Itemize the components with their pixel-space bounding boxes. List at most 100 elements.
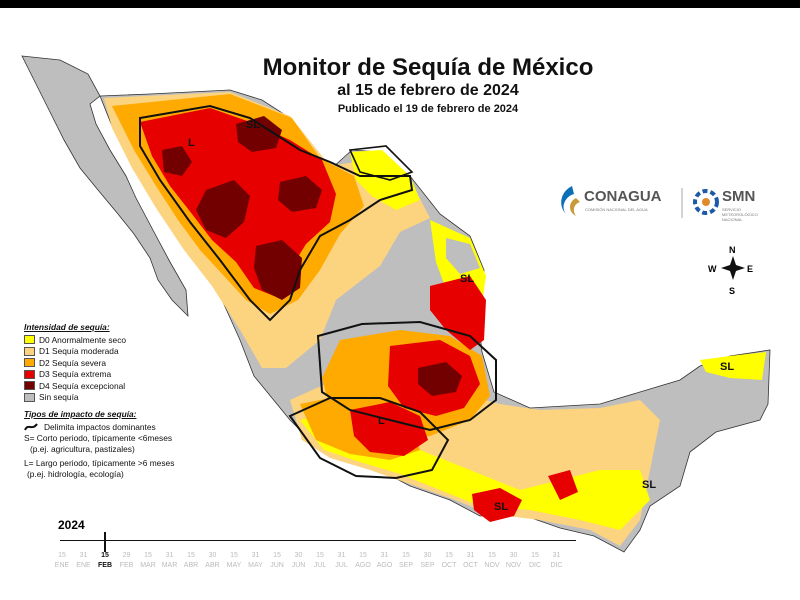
timeline-day-label: 15: [187, 552, 195, 559]
legend-label: D4 Sequía excepcional: [39, 380, 126, 391]
timeline-month-label: NOV: [484, 562, 500, 569]
smn-logo-subtext: SERVICIO METEOROLÓGICO NACIONAL: [722, 207, 758, 222]
timeline-month-label: MAR: [161, 562, 178, 569]
d3-zone-northeast: [430, 276, 486, 350]
map-title: Monitor de Sequía de México: [262, 54, 594, 81]
timeline-day-label: 15: [101, 552, 109, 559]
timeline-day-label: 15: [531, 552, 539, 559]
timeline-day-label: 15: [58, 552, 66, 559]
impact-header: Tipos de impacto de sequía:: [24, 409, 137, 419]
timeline-day-label: 30: [423, 552, 432, 559]
timeline-month-label: ENE: [54, 562, 70, 569]
timeline-marker: [104, 532, 106, 552]
timeline-day-label: 15: [402, 552, 410, 559]
legend-label: Sin sequía: [39, 392, 79, 403]
timeline-month-label: DIC: [550, 562, 563, 569]
d4-zone-sonora: [196, 180, 250, 238]
timeline-day-label: 15: [445, 552, 453, 559]
long-term-note: L= Largo periodo, típicamente >6 meses: [24, 457, 175, 468]
map-legend: Intensidad de sequía: D0 Anormalmente se…: [24, 322, 264, 480]
timeline-month-label: ABR: [205, 562, 220, 569]
legend-swatch: [24, 369, 35, 379]
d4-zone-sl-north: [236, 116, 282, 152]
legend-item: D1 Sequía moderada: [24, 346, 264, 358]
compass-n: N: [729, 245, 736, 255]
timeline: 2024 15 ENE 31 ENE 15 FEB 29 FEB 15 MAR 31 MAR 15 ABR…: [54, 518, 584, 598]
region-label: SL: [460, 273, 474, 285]
impact-boundary-west: [288, 397, 450, 480]
region-label: L: [188, 137, 195, 149]
timeline-month-label: DIC: [528, 562, 542, 569]
timeline-day-label: 31: [466, 552, 475, 559]
timeline-month-label: MAY: [226, 562, 242, 569]
timeline-day-label: 31: [337, 552, 346, 559]
timeline-day-label: 30: [509, 552, 518, 559]
compass-w: W: [708, 264, 717, 274]
timeline-day-label: 31: [79, 552, 88, 559]
timeline-month-label: MAR: [140, 562, 156, 569]
conagua-logo-subtext: COMISIÓN NACIONAL DEL AGUA: [585, 207, 648, 212]
d4-zone-sinaloa: [254, 240, 302, 300]
legend-label: D1 Sequía moderada: [39, 346, 119, 357]
timeline-year: 2024: [58, 518, 85, 532]
legend-item: D4 Sequía excepcional: [24, 380, 264, 392]
region-label: SL: [246, 119, 260, 131]
impact-boundary-center: [316, 320, 497, 432]
timeline-day-label: 31: [165, 552, 174, 559]
timeline-month-label: JUN: [270, 562, 284, 569]
d4-zone-nw-corner: [162, 146, 192, 176]
d4-zone-chihuahua: [278, 176, 322, 212]
d3-zone-south: [472, 488, 522, 522]
timeline-month-label: ENE: [76, 562, 91, 569]
timeline-day-label: 15: [488, 552, 496, 559]
timeline-month-label: AGO: [355, 562, 371, 569]
timeline-month-label: JUL: [335, 562, 348, 569]
timeline-day-label: 30: [208, 552, 217, 559]
timeline-month-label: JUL: [313, 562, 327, 569]
timeline-month-label: OCT: [441, 562, 457, 569]
legend-label: D0 Anormalmente seco: [39, 334, 127, 345]
no-drought-zone-ne: [356, 274, 410, 330]
timeline-month-label: MAY: [248, 562, 263, 569]
legend-swatch: [24, 381, 35, 391]
region-label: SL: [494, 501, 508, 513]
compass-icon: N S E W: [708, 245, 753, 296]
d4-zone-center: [418, 362, 462, 396]
timeline-day-label: 31: [380, 552, 389, 559]
timeline-month-label: SEP: [398, 562, 413, 569]
legend-item: D0 Anormalmente seco: [24, 334, 264, 346]
map-subtitle: al 15 de febrero de 2024: [337, 82, 519, 99]
timeline-month-label: NOV: [505, 562, 522, 569]
timeline-day-label: 15: [359, 552, 367, 559]
d3-zone-southeast: [548, 470, 578, 500]
legend-swatch: [24, 392, 35, 402]
impact-line-label: Delimita impactos dominantes: [44, 421, 156, 432]
legend-swatch: [24, 358, 35, 368]
timeline-day-label: 29: [122, 552, 131, 559]
timeline-month-label: JUN: [291, 562, 306, 569]
short-term-example: (p.ej. agricultura, pastizales): [30, 443, 135, 454]
conagua-logo-icon: [561, 186, 580, 216]
timeline-month-label: FEB: [119, 562, 134, 569]
timeline-month-label: ABR: [183, 562, 199, 569]
baja-california-region: [21, 55, 189, 318]
region-label: SL: [720, 361, 734, 373]
smn-logo-icon: [693, 189, 719, 215]
region-label: SL: [642, 479, 656, 491]
compass-s: S: [729, 286, 735, 296]
legend-label: D3 Sequía extrema: [39, 369, 112, 380]
timeline-month-label: AGO: [376, 562, 393, 569]
d0-zone-yucatan: [700, 352, 766, 380]
timeline-axis: [60, 540, 576, 541]
timeline-day-label: 31: [251, 552, 260, 559]
timeline-day-label: 15: [230, 552, 238, 559]
region-label: L: [378, 415, 385, 427]
timeline-month-label: FEB: [98, 562, 112, 569]
published-date: Publicado el 19 de febrero de 2024: [337, 103, 519, 115]
long-term-example: (p.ej. hidrología, ecología): [27, 468, 124, 479]
legend-item: Sin sequía: [24, 392, 264, 404]
smn-logo-text: SMN: [722, 188, 756, 205]
timeline-day-label: 30: [294, 552, 303, 559]
legend-item: D2 Sequía severa: [24, 357, 264, 369]
